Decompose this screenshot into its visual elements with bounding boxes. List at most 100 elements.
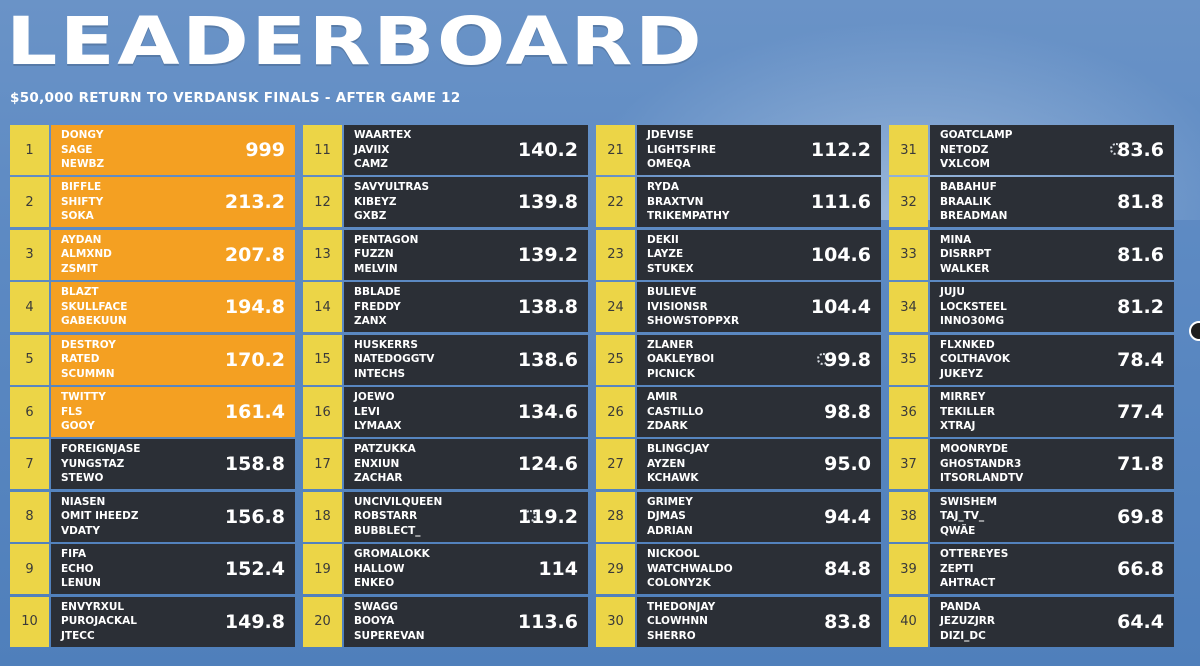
team-entry: 40 PANDA JEZUZJRR DIZI_DC 64.4 xyxy=(889,596,1174,647)
team-entry: 38 SWISHEM TAJ_TV_ QWÄE 69.8 xyxy=(889,491,1174,542)
team-rank: 10 xyxy=(10,596,49,647)
team-card: BIFFLE SHIFTY SOKA 213.2 xyxy=(51,177,295,228)
player-name: RATED xyxy=(61,353,100,366)
player-name: BRAXTVN xyxy=(647,195,704,208)
team-entry: 32 BABAHUF BRAALIK BREADMAN 81.8 xyxy=(889,177,1174,228)
team-score: 83.8 xyxy=(824,610,871,633)
player-name: PUROJACKAL xyxy=(61,615,137,628)
team-score: 66.8 xyxy=(1117,558,1164,581)
player-name: ALMXND xyxy=(61,248,112,261)
player-name: UNCIVILQUEEN xyxy=(354,495,443,508)
team-entry: 18 UNCIVILQUEEN ROBSTARR BUBBLECT_ 119.2 xyxy=(303,491,588,542)
team-score: 71.8 xyxy=(1117,453,1164,476)
team-rank: 32 xyxy=(889,177,928,228)
team-entry: 12 SAVYULTRAS KIBEYZ GXBZ 139.8 xyxy=(303,177,588,228)
team-players: SAVYULTRAS KIBEYZ GXBZ xyxy=(354,180,429,224)
team-entry: 36 MIRREY TEKILLER XTRAJ 77.4 xyxy=(889,387,1174,437)
player-name: TEKILLER xyxy=(940,405,996,418)
player-name: AYZEN xyxy=(647,457,686,470)
player-name: MELVIN xyxy=(354,262,398,275)
team-players: FOREIGNJASE YUNGSTAZ STEWO xyxy=(61,442,140,486)
team-score: 83.6 xyxy=(1117,139,1164,161)
team-entry: 39 OTTEREYES ZEPTI AHTRACT 66.8 xyxy=(889,544,1174,595)
team-players: GRIMEY DJMAS ADRIAN xyxy=(647,495,693,539)
team-card: BLAZT SKULLFACE GABEKUUN 194.8 xyxy=(51,282,295,333)
team-score: 124.6 xyxy=(517,453,578,476)
team-card: AMIR CASTILLO ZDARK 98.8 xyxy=(637,387,881,437)
player-name: PENTAGON xyxy=(354,233,419,246)
team-players: JUJU LOCKSTEEL INNO30MG xyxy=(940,285,1007,329)
player-name: THEDONJAY xyxy=(647,600,716,613)
team-players: ENVYRXUL PUROJACKAL JTECC xyxy=(61,600,137,644)
team-rank: 8 xyxy=(10,491,49,542)
team-rank: 9 xyxy=(10,544,49,595)
team-players: GROMALOKK HALLOW ENKEO xyxy=(354,547,430,591)
player-name: FOREIGNJASE xyxy=(61,443,141,456)
team-entry: 33 MINA DISRRPT WALKER 81.6 xyxy=(889,229,1174,280)
player-name: STEWO xyxy=(61,472,104,485)
team-card: DONGY SAGE NEWBZ 999 xyxy=(51,125,295,175)
team-entry: 17 PATZUKKA ENXIUN ZACHAR 124.6 xyxy=(303,439,588,490)
team-entry: 19 GROMALOKK HALLOW ENKEO 114 xyxy=(303,544,588,595)
player-name: BIFFLE xyxy=(61,181,102,194)
team-rank: 14 xyxy=(303,282,342,333)
team-players: MIRREY TEKILLER XTRAJ xyxy=(940,390,995,434)
player-name: FLS xyxy=(61,405,83,418)
player-name: TRIKEMPATHY xyxy=(647,210,730,223)
team-players: WAARTEX JAVIIX CAMZ xyxy=(354,128,411,172)
player-name: BBLADE xyxy=(354,286,401,299)
player-name: ECHO xyxy=(61,562,94,575)
team-players: GOATCLAMP NETODZ VXLCOM xyxy=(940,128,1012,172)
player-name: LYMAAX xyxy=(354,420,402,432)
team-players: PENTAGON FUZZN MELVIN xyxy=(354,233,418,277)
player-name: GXBZ xyxy=(354,210,387,223)
team-rank: 16 xyxy=(303,387,342,437)
player-name: CLOWHNN xyxy=(647,615,708,628)
team-players: FIFA ECHO LENUN xyxy=(61,547,101,591)
team-rank: 37 xyxy=(889,439,928,490)
player-name: AYDAN xyxy=(61,233,102,246)
player-name: JEZUZJRR xyxy=(940,615,995,628)
player-name: BREADMAN xyxy=(940,210,1008,223)
page-title: LEADERBOARD xyxy=(6,3,705,80)
player-name: MOONRYDE xyxy=(940,443,1009,456)
team-score: 161.4 xyxy=(224,401,285,423)
player-name: AHTRACT xyxy=(940,577,996,590)
team-rank: 18 xyxy=(303,491,342,542)
player-name: OAKLEYBOI xyxy=(647,353,715,366)
team-rank: 3 xyxy=(10,229,49,280)
player-name: PATZUKKA xyxy=(354,443,416,456)
side-scroll-button[interactable] xyxy=(1189,321,1200,341)
team-card: GRIMEY DJMAS ADRIAN 94.4 xyxy=(637,491,881,542)
team-rank: 30 xyxy=(596,596,635,647)
player-name: ADRIAN xyxy=(647,524,693,537)
player-name: DONGY xyxy=(61,129,104,141)
player-name: BULIEVE xyxy=(647,286,697,299)
team-card: BLINGCJAY AYZEN KCHAWK 95.0 xyxy=(637,439,881,490)
team-score: 104.4 xyxy=(810,296,871,319)
loading-spinner-icon xyxy=(817,352,829,365)
player-name: OMEQA xyxy=(647,158,691,170)
team-card: NIASEN OMIT IHEEDZ VDATY 156.8 xyxy=(51,491,295,542)
team-rank: 1 xyxy=(10,125,49,175)
team-players: BULIEVE IVISIONSR SHOWSTOPPXR xyxy=(647,285,739,329)
player-name: XTRAJ xyxy=(940,420,976,432)
team-rank: 31 xyxy=(889,125,928,175)
player-name: DESTROY xyxy=(61,338,116,351)
player-name: ZSMIT xyxy=(61,262,98,275)
player-name: NIASEN xyxy=(61,495,106,508)
player-name: ITSORLANDTV xyxy=(940,472,1024,485)
team-card: GOATCLAMP NETODZ VXLCOM 83.6 xyxy=(930,125,1174,175)
team-players: TWITTY FLS GOOY xyxy=(61,390,106,434)
team-entry: 24 BULIEVE IVISIONSR SHOWSTOPPXR 104.4 xyxy=(596,282,881,333)
team-rank: 2 xyxy=(10,177,49,228)
player-name: CASTILLO xyxy=(647,405,704,418)
player-name: OMIT IHEEDZ xyxy=(61,510,139,523)
team-score: 207.8 xyxy=(224,243,285,266)
team-score: 64.4 xyxy=(1117,610,1164,633)
team-rank: 25 xyxy=(596,334,635,385)
team-score: 114 xyxy=(538,558,578,581)
team-rank: 19 xyxy=(303,544,342,595)
player-name: ZEPTI xyxy=(940,562,974,575)
team-card: JUJU LOCKSTEEL INNO30MG 81.2 xyxy=(930,282,1174,333)
